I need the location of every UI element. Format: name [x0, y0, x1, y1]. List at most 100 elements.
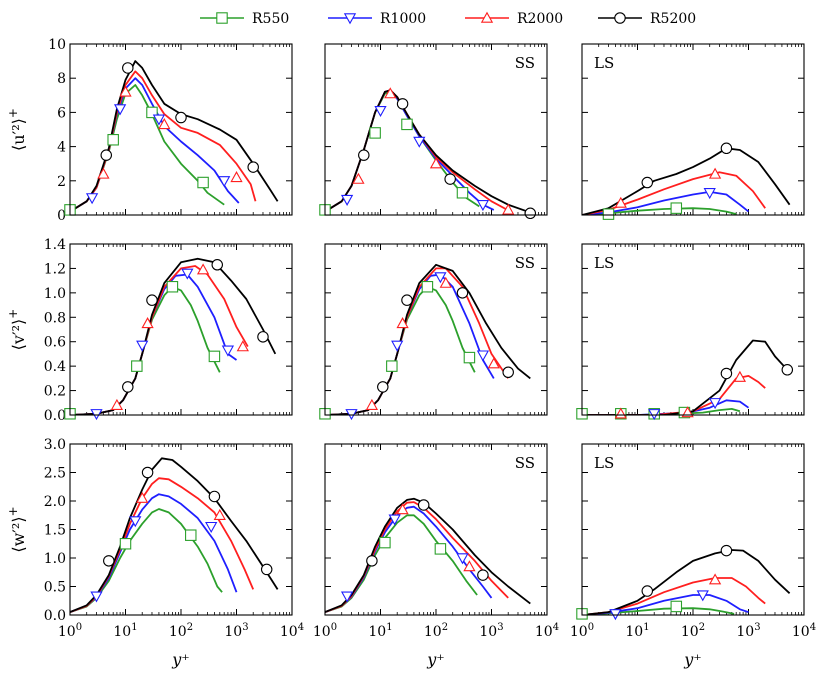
- data-point-r5200: [103, 555, 115, 567]
- data-point-r550: [456, 187, 469, 199]
- panel-frame: [324, 443, 548, 616]
- data-point-r2000: [352, 172, 365, 184]
- y-axis-ticks: [582, 43, 804, 216]
- x-axis-ticks: [324, 44, 548, 215]
- x-tick-label: 101: [368, 622, 392, 640]
- legend-label: R5200: [650, 11, 696, 27]
- data-point-r550: [369, 127, 381, 139]
- data-point-r5200: [146, 294, 158, 306]
- series-line-r5200: [325, 89, 533, 215]
- data-point-r1000: [391, 340, 404, 352]
- data-point-r550: [670, 202, 683, 214]
- y-axis-label: ⟨w′²⟩+: [6, 506, 28, 552]
- data-point-r5200: [358, 149, 370, 161]
- y-tick-label: 10: [48, 37, 66, 53]
- y-axis-ticks: [582, 443, 804, 616]
- data-point-r2000: [733, 370, 747, 382]
- legend-marker: [480, 11, 494, 23]
- series-line-r2000: [70, 265, 249, 415]
- data-point-r550: [463, 351, 476, 364]
- x-tick-label: 103: [224, 622, 248, 640]
- data-point-r2000: [384, 87, 397, 99]
- y-axis-ticks: 0.0 0.5 1.0 1.5 2.0 2.5 3.0: [44, 437, 292, 624]
- data-point-r5200: [720, 142, 733, 155]
- x-tick-label: 102: [424, 622, 448, 640]
- series-line-r5200: [582, 339, 788, 415]
- legend-label: R550: [252, 11, 289, 27]
- data-point-r5200: [720, 367, 733, 380]
- data-point-r5200: [377, 381, 389, 393]
- data-point-r2000: [236, 340, 249, 352]
- series-group: [70, 60, 279, 213]
- y-tick-label: 1.0: [44, 286, 66, 302]
- data-point-r550: [401, 118, 413, 131]
- data-point-r5200: [444, 173, 456, 185]
- x-axis-ticks: [581, 444, 805, 615]
- data-point-r5200: [417, 499, 430, 511]
- data-point-r1000: [340, 194, 354, 206]
- data-point-r5200: [247, 161, 259, 173]
- panel-tag-ls: LS: [594, 254, 614, 272]
- data-point-r5200: [211, 259, 224, 271]
- y-axis-label: ⟨u′²⟩+: [6, 108, 28, 151]
- legend-entry-r550: R550: [200, 11, 289, 27]
- data-point-r5200: [781, 364, 794, 376]
- data-point-r550: [379, 536, 391, 549]
- data-point-r1000: [85, 193, 99, 205]
- data-point-r1000: [90, 409, 103, 421]
- legend-entry-r2000: R2000: [465, 11, 563, 27]
- series-line-r2000: [325, 89, 511, 213]
- data-point-r2000: [487, 357, 500, 369]
- data-point-r2000: [141, 317, 154, 329]
- x-tick-label: 101: [113, 622, 137, 640]
- panel-r3-c2: 100 101 102 103 104 y⁺ SS: [313, 443, 559, 669]
- legend-entry-r1000: R1000: [328, 11, 426, 27]
- y-tick-label: 1.0: [44, 551, 66, 567]
- series-line-r550: [70, 508, 223, 613]
- data-point-r2000: [119, 85, 132, 97]
- series-group: [582, 147, 791, 215]
- data-point-r2000: [365, 398, 379, 410]
- data-point-r2000: [396, 317, 409, 329]
- x-axis-label: y⁺: [171, 650, 189, 669]
- data-point-r550: [434, 543, 447, 555]
- panel-r2-c3: LS: [576, 243, 805, 421]
- data-point-r1000: [476, 350, 490, 362]
- data-point-r1000: [456, 553, 469, 565]
- data-point-r550: [386, 360, 398, 372]
- data-point-r1000: [648, 409, 661, 421]
- panel-frame: [581, 243, 805, 416]
- panels: 0 2 4 6 8 10 ⟨u′²⟩+ SS LS 0.0 0.2 0.4 0.6 0.8 1.0 1.2 1.…: [6, 37, 816, 669]
- data-point-r5200: [477, 569, 489, 581]
- series-line-r550: [325, 285, 476, 415]
- data-point-r2000: [396, 503, 409, 515]
- y-tick-label: 1.4: [44, 237, 66, 253]
- data-point-r5200: [122, 62, 134, 74]
- x-tick-label: 104: [280, 622, 304, 640]
- y-tick-label: 3.0: [44, 437, 66, 453]
- data-point-r1000: [218, 176, 231, 188]
- data-point-r1000: [340, 591, 354, 603]
- panel-frame: [69, 243, 293, 416]
- x-tick-label: 102: [169, 622, 193, 640]
- data-point-r1000: [413, 136, 426, 148]
- data-point-r2000: [614, 407, 627, 419]
- data-point-r550: [197, 176, 209, 189]
- y-tick-label: 0.5: [44, 580, 66, 596]
- series-group: [70, 457, 279, 613]
- y-tick-label: 0.0: [44, 408, 66, 424]
- data-point-r5200: [100, 149, 113, 161]
- series-line-r1000: [582, 191, 750, 215]
- panel-r3-c1: 0.0 0.5 1.0 1.5 2.0 2.5 3.0 100 101 102 103 104 y⁺ ⟨w…: [6, 437, 304, 669]
- data-point-r1000: [388, 514, 401, 526]
- y-axis-ticks: [325, 43, 547, 216]
- x-tick-label: 100: [58, 622, 82, 640]
- panel-tag-ls: LS: [594, 454, 614, 472]
- data-point-r1000: [696, 590, 709, 602]
- data-point-r550: [208, 350, 221, 363]
- data-point-r2000: [196, 263, 210, 275]
- data-point-r1000: [476, 200, 490, 212]
- data-point-r5200: [641, 585, 654, 597]
- data-point-r1000: [152, 114, 166, 126]
